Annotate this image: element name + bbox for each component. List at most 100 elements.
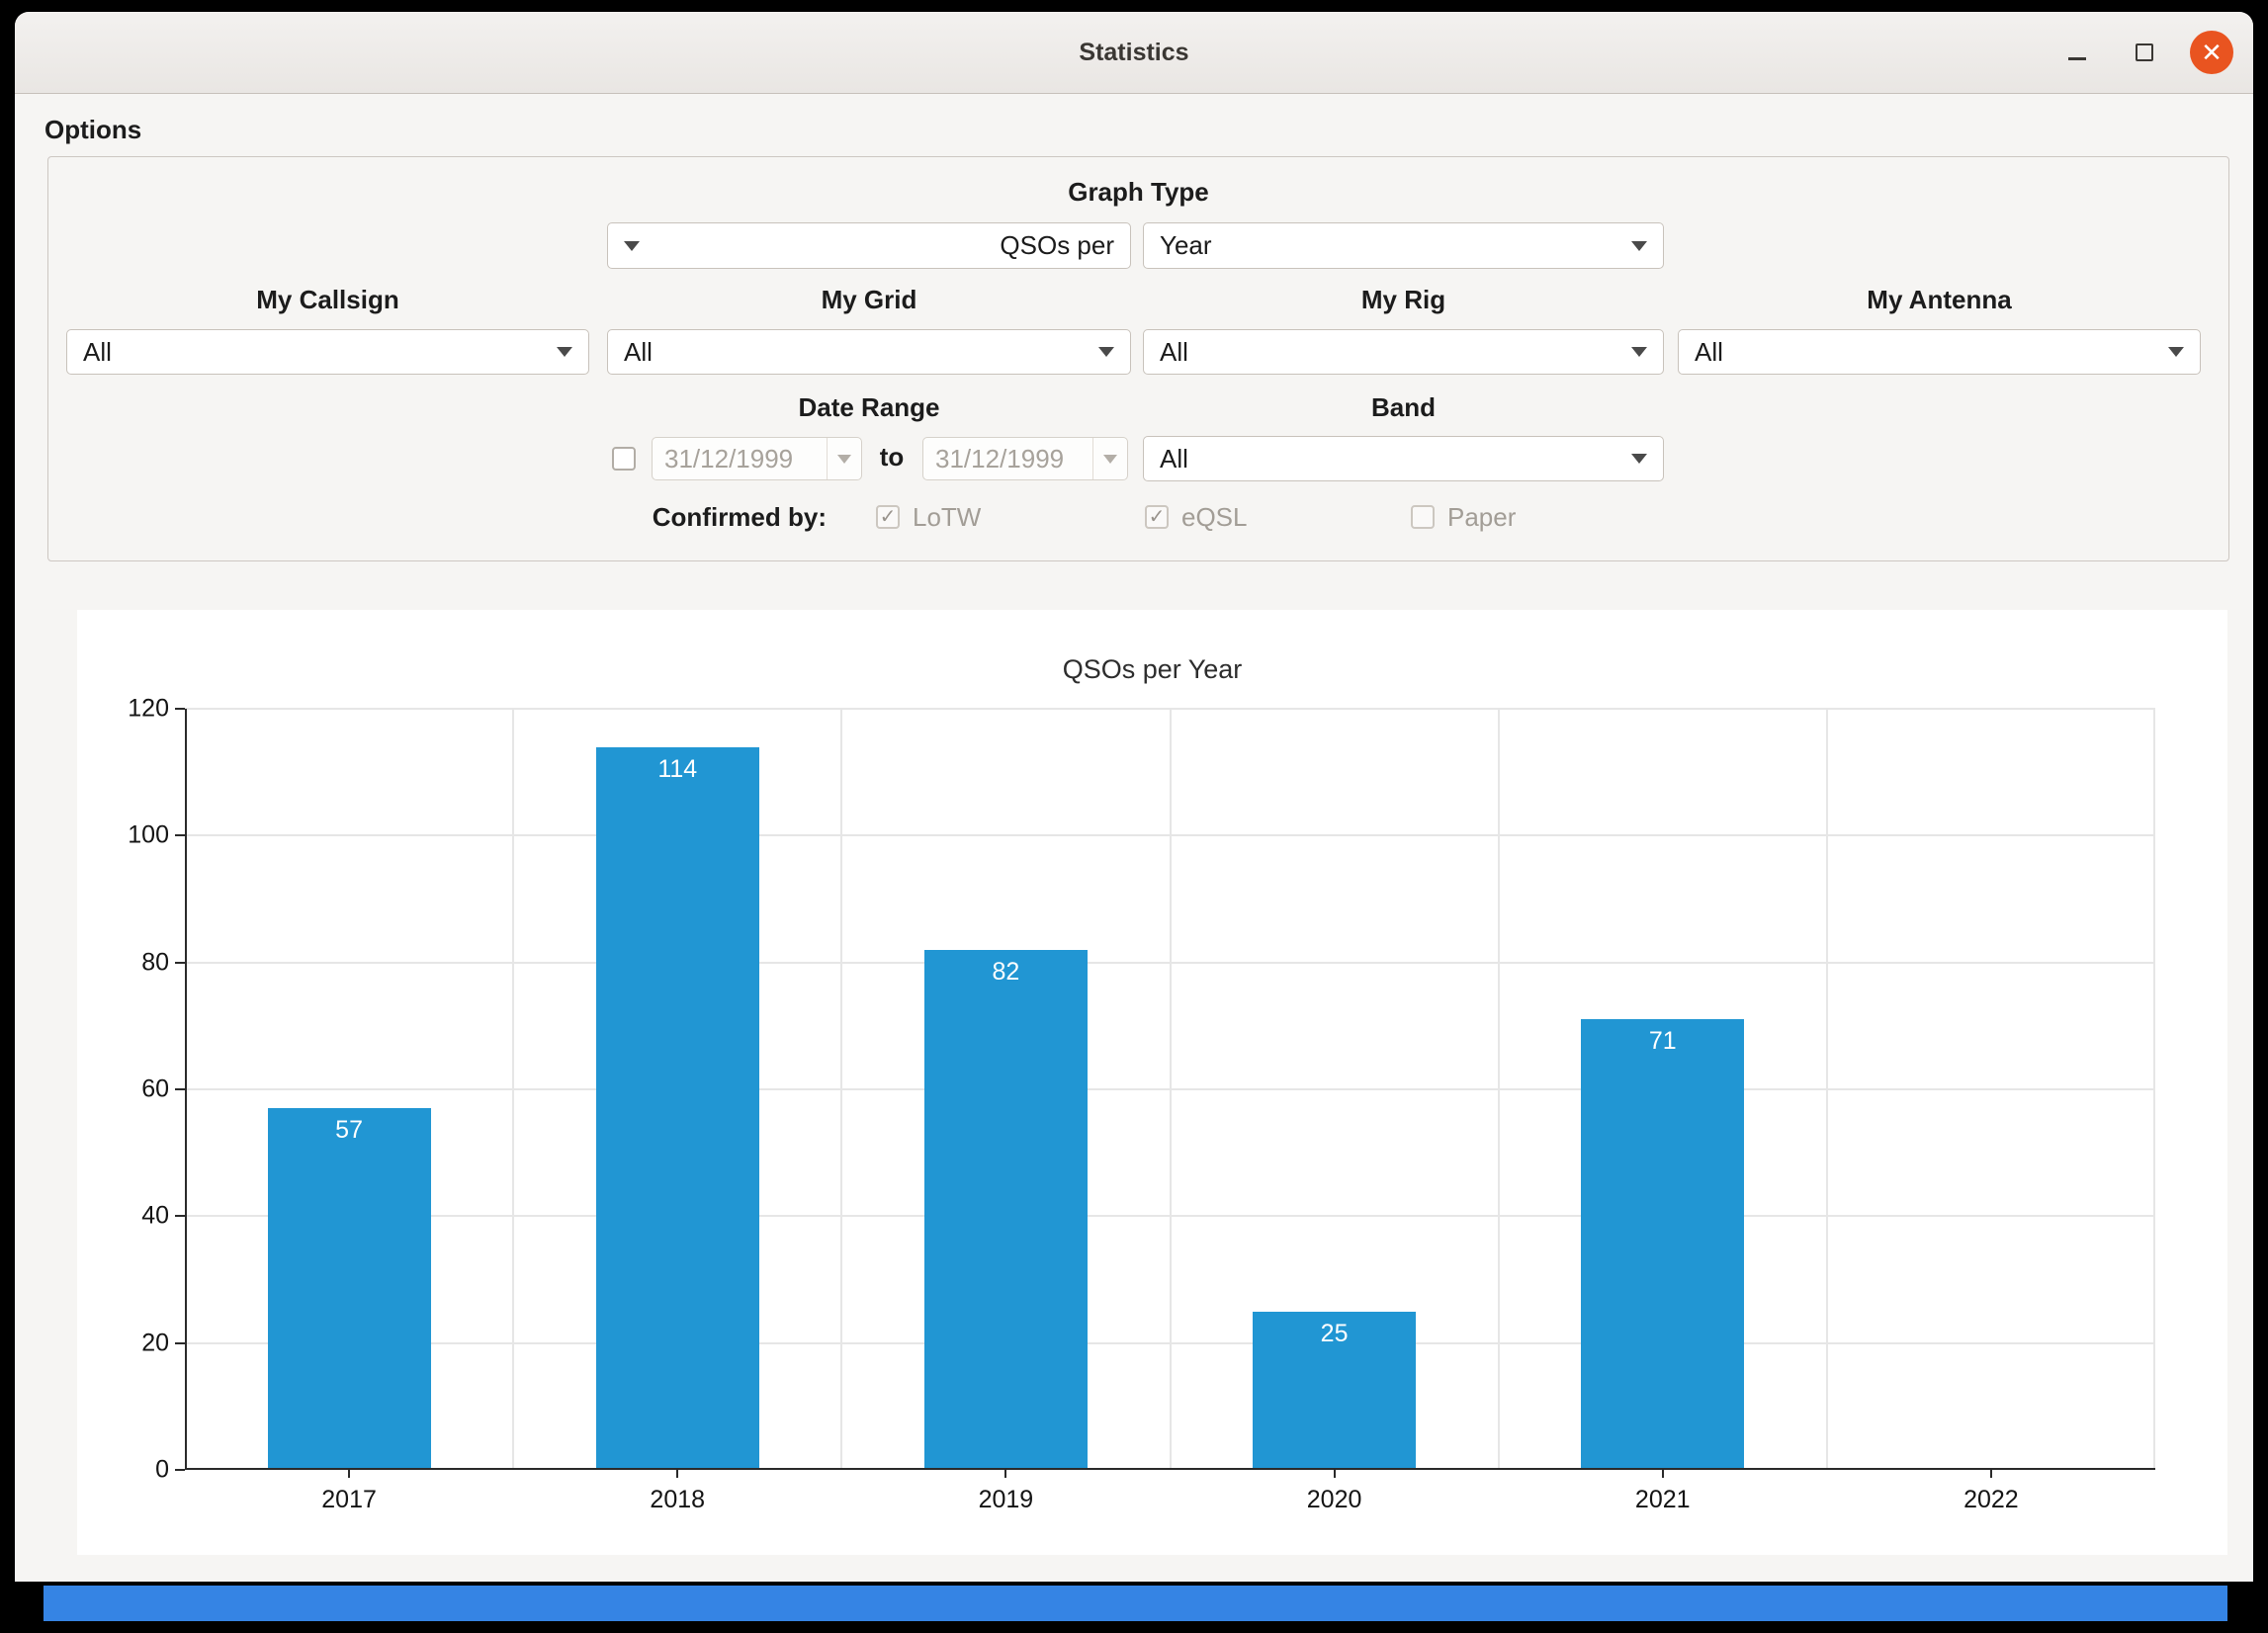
x-axis-tick xyxy=(676,1470,679,1478)
date-range-label: Date Range xyxy=(798,392,940,422)
my-grid-combobox[interactable]: All xyxy=(607,329,1131,375)
window-title: Statistics xyxy=(1079,39,1189,66)
graph-type-label: Graph Type xyxy=(1068,177,1209,207)
y-axis-line xyxy=(185,709,187,1470)
y-axis-tick xyxy=(175,961,185,964)
plot-area: 0 20 40 60 80 100 120 2017 57 2018 114 2019 82 2020 25… xyxy=(128,695,2155,1513)
date-to-value: 31/12/1999 xyxy=(935,443,1065,473)
bar-value-label: 57 xyxy=(335,1116,363,1145)
chevron-down-icon xyxy=(624,240,640,251)
x-axis-tick xyxy=(1989,1470,1992,1478)
graph-type-unit-combobox[interactable]: Year xyxy=(1143,222,1664,269)
x-axis-tick-label: 2017 xyxy=(321,1486,377,1513)
graph-type-per-value: QSOs per xyxy=(1000,230,1114,260)
date-from-field[interactable]: 31/12/1999 xyxy=(652,437,862,480)
v-gridline xyxy=(1169,709,1172,1470)
titlebar[interactable]: Statistics ✕ xyxy=(15,12,2253,94)
window-controls: ✕ xyxy=(2055,12,2233,93)
x-axis-tick-label: 2020 xyxy=(1306,1486,1362,1513)
chevron-down-icon xyxy=(1103,454,1117,464)
x-axis-tick xyxy=(1333,1470,1336,1478)
bar-2020: 25 xyxy=(1253,1311,1417,1470)
v-gridline xyxy=(2153,709,2155,1470)
bar-2018: 114 xyxy=(595,746,759,1470)
chevron-down-icon xyxy=(837,454,851,464)
lotw-label: LoTW xyxy=(913,502,982,532)
my-grid-value: All xyxy=(624,336,653,367)
y-axis-tick-label: 100 xyxy=(128,820,169,849)
date-from-value: 31/12/1999 xyxy=(664,443,794,473)
y-axis-tick-label: 60 xyxy=(141,1074,169,1103)
options-label: Options xyxy=(44,115,142,144)
my-grid-label: My Grid xyxy=(821,285,917,314)
v-gridline xyxy=(1825,709,1828,1470)
x-axis-tick xyxy=(348,1470,351,1478)
lotw-checkbox[interactable]: ✓ xyxy=(876,505,900,529)
chevron-down-icon xyxy=(1631,347,1647,357)
y-axis-tick xyxy=(175,1341,185,1344)
x-axis-tick xyxy=(1004,1470,1007,1478)
checkmark-icon: ✓ xyxy=(879,506,897,528)
band-value: All xyxy=(1160,443,1188,473)
v-gridline xyxy=(840,709,843,1470)
bar-value-label: 25 xyxy=(1320,1319,1349,1347)
my-rig-value: All xyxy=(1160,336,1188,367)
close-button[interactable]: ✕ xyxy=(2190,31,2233,74)
x-axis-tick-label: 2018 xyxy=(650,1486,706,1513)
options-frame: Graph Type QSOs per Year My Callsign My … xyxy=(47,156,2229,561)
v-gridline xyxy=(1497,709,1500,1470)
graph-type-unit-value: Year xyxy=(1160,230,1212,260)
my-callsign-combobox[interactable]: All xyxy=(66,329,589,375)
date-to-field[interactable]: 31/12/1999 xyxy=(922,437,1128,480)
chevron-down-icon xyxy=(1098,347,1114,357)
statistics-window: Statistics ✕ Options Graph Type QSOs per xyxy=(15,12,2253,1582)
bar-value-label: 82 xyxy=(992,957,1020,986)
maximize-icon xyxy=(2136,43,2153,61)
x-axis-tick xyxy=(1661,1470,1664,1478)
maximize-button[interactable] xyxy=(2123,31,2166,74)
x-axis-line xyxy=(185,1468,2155,1470)
band-label: Band xyxy=(1371,392,1436,422)
y-axis-tick-label: 0 xyxy=(155,1455,169,1484)
chevron-down-icon xyxy=(2168,347,2184,357)
y-axis-tick xyxy=(175,1469,185,1471)
y-axis-tick xyxy=(175,1088,185,1090)
x-axis-tick-label: 2021 xyxy=(1634,1486,1691,1513)
x-axis-tick-label: 2019 xyxy=(978,1486,1034,1513)
background-window-strip xyxy=(44,1586,2227,1621)
bar-2017: 57 xyxy=(267,1108,431,1470)
my-rig-combobox[interactable]: All xyxy=(1143,329,1664,375)
eqsl-checkbox[interactable]: ✓ xyxy=(1145,505,1169,529)
chevron-down-icon xyxy=(1631,454,1647,464)
confirmed-by-label: Confirmed by: xyxy=(652,502,827,532)
paper-label: Paper xyxy=(1447,502,1517,532)
bar-value-label: 71 xyxy=(1648,1027,1677,1056)
date-to-dropdown[interactable] xyxy=(1092,438,1127,479)
chevron-down-icon xyxy=(1631,240,1647,251)
y-axis-tick-label: 20 xyxy=(141,1329,169,1357)
my-callsign-label: My Callsign xyxy=(256,285,399,314)
bar-2021: 71 xyxy=(1581,1019,1745,1470)
chevron-down-icon xyxy=(557,347,572,357)
minimize-button[interactable] xyxy=(2055,31,2099,74)
paper-checkbox[interactable] xyxy=(1411,505,1435,529)
x-axis-tick-label: 2022 xyxy=(1963,1486,2019,1513)
y-axis-tick-label: 80 xyxy=(141,948,169,977)
band-combobox[interactable]: All xyxy=(1143,436,1664,481)
my-rig-label: My Rig xyxy=(1360,285,1446,314)
chart-title: QSOs per Year xyxy=(1062,654,1243,684)
y-axis-tick xyxy=(175,834,185,837)
v-gridline xyxy=(512,709,515,1470)
minimize-icon xyxy=(2068,56,2086,60)
my-antenna-label: My Antenna xyxy=(1867,285,2012,314)
date-from-dropdown[interactable] xyxy=(827,438,861,479)
close-icon: ✕ xyxy=(2201,38,2223,67)
my-antenna-combobox[interactable]: All xyxy=(1678,329,2201,375)
graph-type-per-combobox[interactable]: QSOs per xyxy=(607,222,1131,269)
checkmark-icon: ✓ xyxy=(1148,506,1166,528)
date-range-checkbox[interactable] xyxy=(612,447,636,471)
eqsl-label: eQSL xyxy=(1181,502,1248,532)
y-axis-tick-label: 120 xyxy=(128,694,169,723)
my-antenna-value: All xyxy=(1695,336,1723,367)
